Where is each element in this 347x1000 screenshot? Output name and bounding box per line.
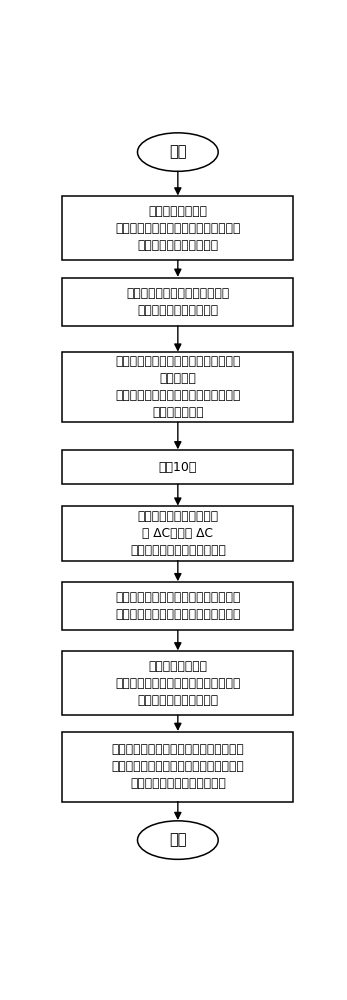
Text: 根据开机电量、损耗电量或增加电量、
当前电池电量，计算出当前电量百分比: 根据开机电量、损耗电量或增加电量、 当前电池电量，计算出当前电量百分比 <box>115 591 240 621</box>
FancyBboxPatch shape <box>62 196 294 260</box>
FancyBboxPatch shape <box>62 450 294 484</box>
Ellipse shape <box>137 821 218 859</box>
FancyBboxPatch shape <box>62 506 294 561</box>
Text: 结束: 结束 <box>169 833 187 848</box>
Text: 生成当前温度下的
电池空载电压、电池内阻、初始电池电
量对应关系和电池总容量: 生成当前温度下的 电池空载电压、电池内阻、初始电池电 量对应关系和电池总容量 <box>115 660 240 707</box>
FancyBboxPatch shape <box>62 582 294 630</box>
Text: 将电池负载电流换算为电
量 ΔC，并将 ΔC
累加到损耗电量或增加电量中: 将电池负载电流换算为电 量 ΔC，并将 ΔC 累加到损耗电量或增加电量中 <box>130 510 226 557</box>
Text: 根据电池空载电压查询表格得到此时的
电池内阻，
并结合已采集到的电池负载电压，计算
出电池负载电流: 根据电池空载电压查询表格得到此时的 电池内阻， 并结合已采集到的电池负载电压，计… <box>115 355 240 419</box>
FancyBboxPatch shape <box>62 732 294 802</box>
Text: 获取当前温度下的
电池空载电压、电池内阻、初始电池电
量对应关系和电池总容量: 获取当前温度下的 电池空载电压、电池内阻、初始电池电 量对应关系和电池总容量 <box>115 205 240 252</box>
FancyBboxPatch shape <box>62 352 294 422</box>
FancyBboxPatch shape <box>62 278 294 326</box>
Text: 通过电池开机空载电压查询得到
开机时的电池电量百分比: 通过电池开机空载电压查询得到 开机时的电池电量百分比 <box>126 287 229 317</box>
Text: 延时10秒: 延时10秒 <box>159 461 197 474</box>
Text: 开始: 开始 <box>169 145 187 160</box>
Ellipse shape <box>137 133 218 171</box>
Text: 根据当前电量百分比的值，通过电池空载
电压、电池内阻、初始电池电量的对应关
系查询得到当前电池空载电压: 根据当前电量百分比的值，通过电池空载 电压、电池内阻、初始电池电量的对应关 系查… <box>111 743 244 790</box>
FancyBboxPatch shape <box>62 651 294 715</box>
